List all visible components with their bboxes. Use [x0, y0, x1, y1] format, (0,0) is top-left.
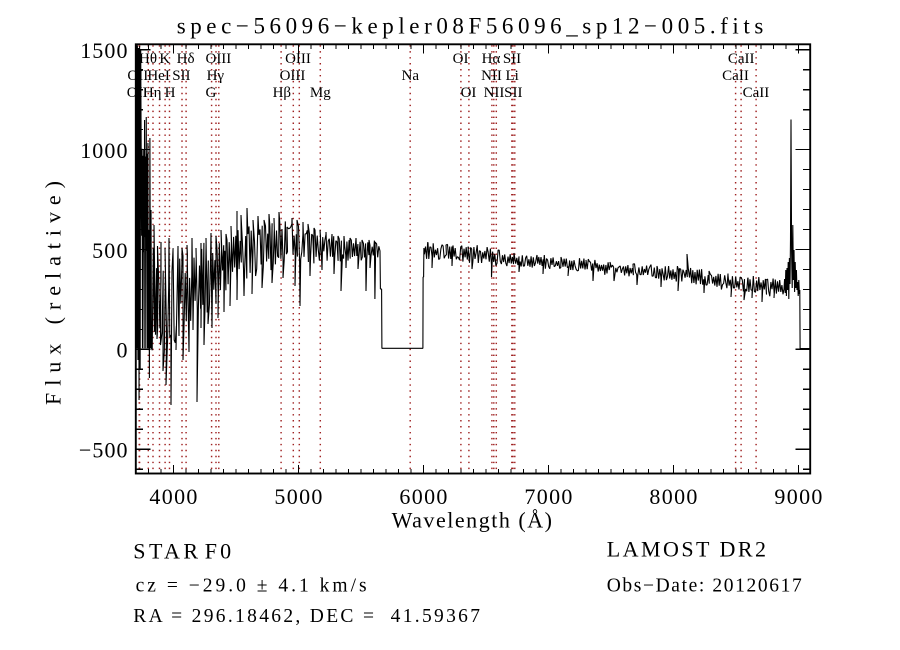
svg-text:Flux (relative): Flux (relative): [41, 181, 66, 405]
svg-text:5000: 5000: [274, 484, 322, 509]
svg-text:9000: 9000: [774, 484, 822, 509]
svg-text:OI: OI: [461, 85, 477, 101]
svg-text:HeI: HeI: [147, 68, 170, 84]
svg-text:K: K: [159, 51, 170, 67]
svg-text:0: 0: [117, 338, 128, 363]
svg-text:OIII: OIII: [285, 51, 311, 67]
svg-text:SII: SII: [504, 85, 522, 101]
svg-text:OII: OII: [127, 85, 148, 101]
svg-text:cz = −29.0 ± 4.1 km/s: cz = −29.0 ± 4.1 km/s: [136, 576, 367, 597]
svg-text:CaII: CaII: [728, 51, 755, 67]
svg-text:CaII: CaII: [722, 68, 749, 84]
svg-text:OIII: OIII: [280, 68, 306, 84]
svg-text:OI: OI: [453, 51, 469, 67]
svg-text:Wavelength (Å): Wavelength (Å): [392, 508, 552, 533]
svg-text:NII: NII: [481, 68, 502, 84]
svg-text:7000: 7000: [524, 484, 572, 509]
svg-text:OII: OII: [127, 68, 148, 84]
svg-text:H: H: [165, 85, 176, 101]
svg-text:500: 500: [92, 238, 127, 263]
svg-text:−500: −500: [79, 438, 128, 463]
svg-text:NII: NII: [484, 85, 505, 101]
svg-text:OIII: OIII: [205, 51, 231, 67]
svg-text:Hδ: Hδ: [177, 51, 195, 67]
svg-text:G: G: [205, 85, 216, 101]
svg-text:RA = 296.18462, DEC = 41.5936: RA = 296.18462, DEC = 41.59367: [133, 606, 480, 627]
svg-text:CaII: CaII: [743, 85, 770, 101]
svg-text:1000: 1000: [80, 138, 127, 163]
svg-text:8000: 8000: [649, 484, 697, 509]
svg-text:LAMOST DR2: LAMOST DR2: [607, 537, 766, 562]
svg-text:SII: SII: [172, 68, 190, 84]
svg-text:Hη: Hη: [143, 85, 162, 101]
svg-text:4000: 4000: [149, 484, 197, 509]
svg-text:Hθ: Hθ: [139, 51, 157, 67]
svg-text:STAR: STAR: [133, 538, 198, 563]
svg-text:Na: Na: [402, 68, 420, 84]
svg-text:Li: Li: [506, 68, 519, 84]
svg-text:1500: 1500: [80, 38, 127, 63]
svg-text:SII: SII: [503, 51, 521, 67]
svg-text:Hγ: Hγ: [207, 68, 225, 84]
svg-text:Mg: Mg: [310, 85, 331, 101]
svg-text:spec−56096−kepler08F56096_sp12: spec−56096−kepler08F56096_sp12−005.fits: [177, 14, 764, 39]
svg-text:6000: 6000: [399, 484, 447, 509]
svg-text:Hα: Hα: [482, 51, 501, 67]
svg-text:Hβ: Hβ: [273, 85, 291, 101]
